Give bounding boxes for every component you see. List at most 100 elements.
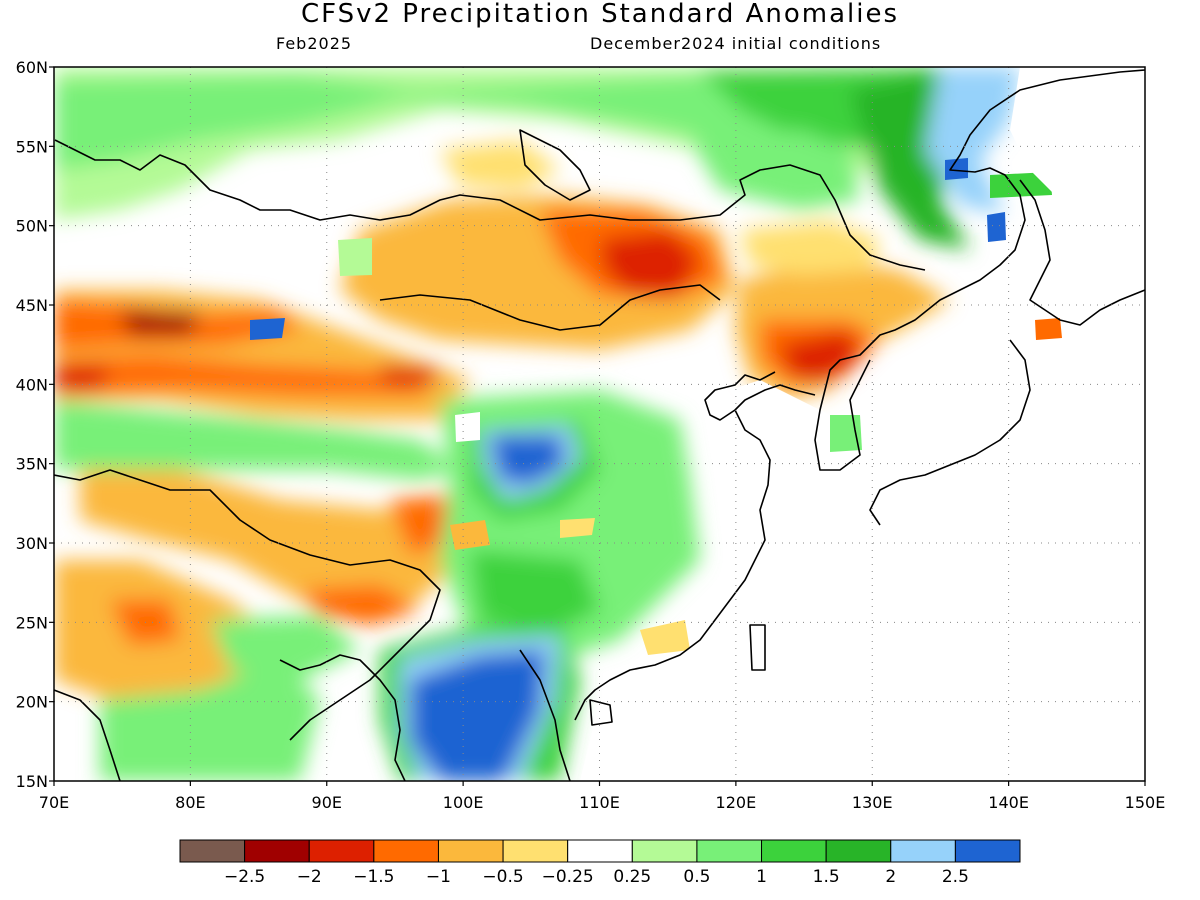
colorbar-label: 0.5 [683, 867, 710, 887]
coast-taiwan [749, 624, 766, 671]
coast-east-china [574, 409, 771, 721]
colorbar-label: −1.5 [353, 867, 394, 887]
field-yellow-baikal [440, 140, 560, 190]
coastlines [54, 69, 1145, 781]
coast-russia-korea [814, 69, 1145, 471]
colorbar-label: 2 [885, 867, 896, 887]
lat-tick-label: 40N [16, 375, 48, 394]
coast-bay-of-bengal [279, 654, 406, 781]
colorbar-swatch [308, 839, 375, 863]
field-darkorange-bhutan [300, 585, 420, 625]
field-red-west [54, 365, 110, 390]
border-mongolia-south [379, 284, 721, 331]
field-red-tarim [380, 365, 440, 385]
colorbar-label: 1.5 [813, 867, 840, 887]
field-orange-tibet [80, 470, 470, 620]
patch-white-qinghai [455, 412, 480, 442]
field-darkorange-tibet [390, 495, 455, 555]
colorbar-swatch [761, 839, 827, 863]
lat-tick-label: 25N [16, 613, 48, 632]
anomaly-fields [54, 67, 1020, 781]
patch-green-altai [338, 238, 372, 276]
longitude-labels: 70E 80E 90E 100E 110E 120E 130E 140E 150E [39, 793, 1166, 812]
colorbar-swatch [631, 839, 698, 863]
lat-tick-label: 60N [16, 58, 48, 77]
colorbar-swatch [825, 839, 892, 863]
field-green-south-india [100, 660, 320, 781]
field-green-tibet-north [54, 400, 460, 480]
colorbar-swatch [179, 839, 246, 863]
coast-india-west [54, 689, 121, 781]
plot-area [54, 67, 1145, 781]
lon-tick-label: 90E [312, 793, 342, 812]
lat-tick-label: 30N [16, 534, 48, 553]
patch-orange-hokkaido [1035, 318, 1062, 340]
field-yellow-manchuria [740, 220, 880, 275]
lat-tick-label: 50N [16, 217, 48, 236]
forecast-month: Feb2025 [276, 34, 353, 53]
field-red-mongolia [600, 230, 700, 295]
lake-baikal [519, 129, 591, 201]
lon-tick-label: 150E [1125, 793, 1166, 812]
lat-tick-label: 15N [16, 772, 48, 791]
lon-tick-label: 140E [988, 793, 1029, 812]
lon-tick-label: 80E [175, 793, 205, 812]
border-russia-south [54, 139, 926, 271]
colorbar-label: −2 [297, 867, 322, 887]
lon-tick-label: 70E [39, 793, 69, 812]
coast-japan [869, 339, 1031, 526]
patch-blue-okhotsk [945, 158, 968, 180]
field-green-amur [690, 130, 860, 210]
lon-tick-label: 130E [852, 793, 893, 812]
colorbar-swatch [244, 839, 310, 863]
field-red-liaoning [780, 330, 860, 385]
coast-sakhalin-hokkaido [1019, 179, 1145, 326]
patch-green-sakhalin [990, 172, 1052, 198]
field-green-north [54, 70, 880, 170]
patch-orange-sichuan-edge [450, 520, 490, 550]
field-blue-sichuan [490, 435, 565, 485]
colorbar-label: −0.5 [482, 867, 523, 887]
colorbar-label: −0.25 [542, 867, 594, 887]
coast-hainan [589, 699, 613, 726]
latitude-labels: 15N 20N 25N 30N 35N 40N 45N 50N 55N 60N [16, 58, 48, 791]
colorbar-swatch [437, 839, 504, 863]
colorbar-label: 1 [756, 867, 767, 887]
lat-tick-label: 35N [16, 455, 48, 474]
ocean-mask [580, 67, 1145, 781]
field-darkred-belt [120, 310, 200, 335]
colorbar-swatch [373, 839, 439, 863]
patch-yellow-guangdong [640, 620, 690, 655]
lon-tick-label: 100E [443, 793, 484, 812]
lon-tick-label: 120E [716, 793, 757, 812]
map-title: CFSv2 Precipitation Standard Anomalies [300, 0, 900, 29]
initial-conditions: December2024 initial conditions [590, 34, 882, 53]
colorbar-labels: −2.5 −2 −1.5 −1 −0.5 −0.25 0.25 0.5 1 1.5 2 2.5 [224, 867, 969, 887]
lon-tick-label: 110E [579, 793, 620, 812]
colorbar-label: 2.5 [942, 867, 969, 887]
patch-blue-tianshan [250, 318, 285, 340]
colorbar-swatch [567, 839, 633, 863]
colorbar-label: −2.5 [224, 867, 265, 887]
colorbar-swatch [502, 839, 569, 863]
patch-yellow-hubei [560, 518, 595, 538]
field-darkorange-belt-2 [54, 355, 440, 395]
gridlines [54, 67, 1145, 781]
lat-tick-label: 20N [16, 693, 48, 712]
lat-tick-label: 45N [16, 296, 48, 315]
patch-blue-sakhalin [987, 212, 1006, 242]
colorbar [179, 839, 1021, 863]
border-himalaya [54, 469, 441, 741]
lat-tick-label: 55N [16, 137, 48, 156]
colorbar-swatch [954, 839, 1021, 863]
colorbar-label: −1 [426, 867, 451, 887]
field-mid-green-yunnan [470, 550, 600, 630]
patch-green-korea [830, 415, 862, 452]
coast-bohai [704, 371, 816, 421]
field-blue-indochina [410, 650, 545, 781]
colorbar-swatch [696, 839, 763, 863]
colorbar-label: 0.25 [613, 867, 651, 887]
axis-ticks [49, 66, 1146, 786]
border-indochina [519, 649, 571, 781]
